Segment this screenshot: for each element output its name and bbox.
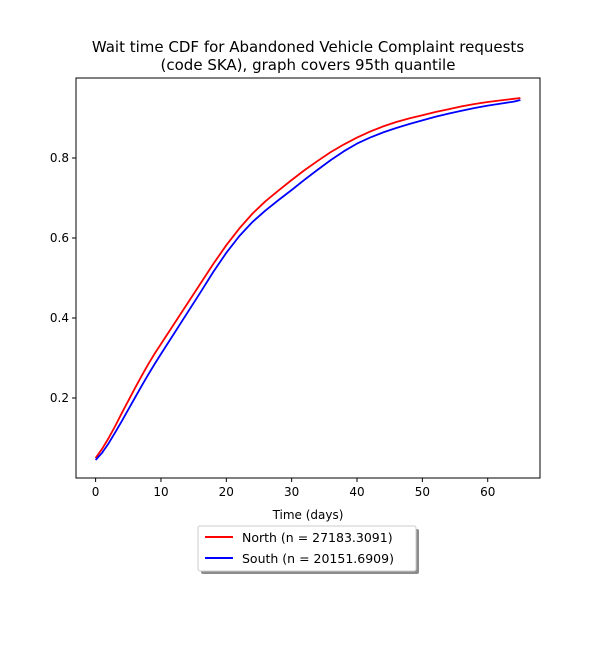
series-line-north xyxy=(94,97,521,459)
x-axis-label: Time (days) xyxy=(272,508,344,522)
legend-label-north: North (n = 27183.3091) xyxy=(242,530,393,545)
plot-frame xyxy=(75,77,541,479)
x-axis: 0 10 20 30 40 50 60 xyxy=(92,478,495,499)
legend-label-south: South (n = 20151.6909) xyxy=(242,551,394,566)
legend: North (n = 27183.3091) South (n = 20151.… xyxy=(197,525,419,574)
y-tick-label: 0.4 xyxy=(50,311,69,325)
chart-title-line2: (code SKA), graph covers 95th quantile xyxy=(161,56,456,74)
x-tick-label: 40 xyxy=(349,485,364,499)
x-tick-label: 60 xyxy=(480,485,495,499)
y-tick-label: 0.8 xyxy=(50,151,69,165)
x-tick-label: 20 xyxy=(219,485,234,499)
y-tick-label: 0.2 xyxy=(50,391,69,405)
plot-lines xyxy=(94,97,521,461)
x-tick-label: 50 xyxy=(415,485,430,499)
legend-box xyxy=(197,525,417,572)
x-tick-label: 10 xyxy=(153,485,168,499)
x-tick-label: 0 xyxy=(92,485,100,499)
series-line-south xyxy=(94,99,521,461)
y-tick-label: 0.6 xyxy=(50,231,69,245)
chart-title-line1: Wait time CDF for Abandoned Vehicle Comp… xyxy=(92,38,524,56)
x-tick-label: 30 xyxy=(284,485,299,499)
y-axis: 0.2 0.4 0.6 0.8 xyxy=(50,151,76,405)
